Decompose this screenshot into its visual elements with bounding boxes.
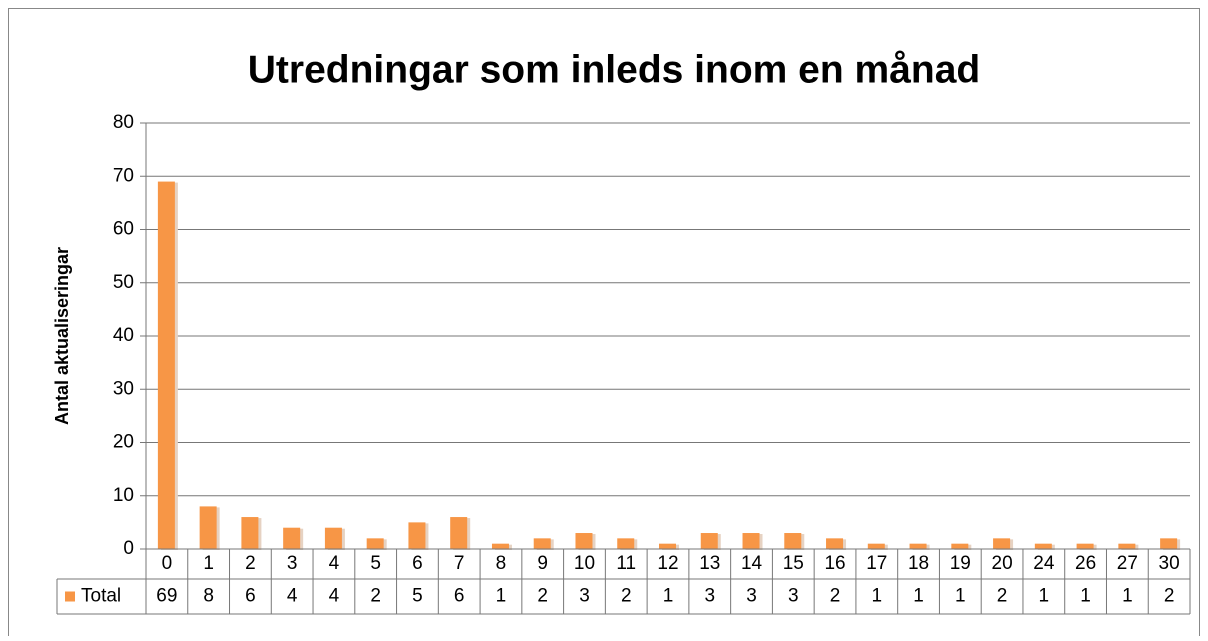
x-tick-label: 11 xyxy=(616,553,636,574)
x-tick-label: 17 xyxy=(866,553,887,574)
data-table-value: 6 xyxy=(245,586,256,607)
x-tick-label: 18 xyxy=(908,553,929,574)
x-tick-label: 12 xyxy=(657,553,678,574)
data-table-value: 8 xyxy=(203,586,214,607)
x-tick-label: 7 xyxy=(454,553,465,574)
data-table-value: 2 xyxy=(621,586,632,607)
y-tick-label: 30 xyxy=(113,378,134,399)
bar xyxy=(909,543,927,549)
y-tick-label: 10 xyxy=(113,485,134,506)
x-tick-label: 8 xyxy=(496,553,507,574)
x-tick-label: 30 xyxy=(1159,553,1180,574)
y-tick-label: 70 xyxy=(113,165,134,186)
y-axis-label: Antal aktualiseringar xyxy=(52,247,72,425)
bar xyxy=(491,543,509,549)
x-tick-label: 10 xyxy=(574,553,595,574)
bar xyxy=(533,538,551,549)
data-table-value: 2 xyxy=(830,586,841,607)
x-tick-label: 27 xyxy=(1117,553,1138,574)
y-tick-label: 80 xyxy=(113,112,134,133)
data-table-value: 1 xyxy=(663,586,674,607)
data-table-value: 2 xyxy=(1164,586,1175,607)
x-tick-label: 16 xyxy=(824,553,845,574)
bar xyxy=(700,533,718,549)
x-tick-label: 19 xyxy=(950,553,971,574)
bar xyxy=(157,181,175,549)
bar xyxy=(1118,543,1136,549)
y-tick-label: 40 xyxy=(113,325,134,346)
bar xyxy=(324,527,342,549)
bar xyxy=(366,538,384,549)
bar xyxy=(659,543,676,549)
data-table-value: 2 xyxy=(997,586,1008,607)
x-tick-label: 15 xyxy=(783,553,804,574)
data-table-value: 6 xyxy=(454,586,465,607)
bar xyxy=(951,543,969,549)
y-tick-label: 0 xyxy=(123,538,134,559)
data-table-value: 2 xyxy=(370,586,381,607)
chart-border xyxy=(8,8,1200,641)
x-tick-label: 24 xyxy=(1033,553,1055,574)
bar xyxy=(993,538,1011,549)
data-table-value: 4 xyxy=(287,586,298,607)
data-table-value: 2 xyxy=(537,586,548,607)
bar xyxy=(784,533,802,549)
bar xyxy=(575,533,593,549)
bar xyxy=(826,538,844,549)
x-tick-label: 4 xyxy=(329,553,340,574)
data-table-value: 1 xyxy=(1122,586,1133,607)
data-table-value: 3 xyxy=(579,586,590,607)
x-tick-label: 20 xyxy=(992,553,1013,574)
x-tick-label: 0 xyxy=(162,553,173,574)
data-table-value: 1 xyxy=(955,586,966,607)
bar xyxy=(199,506,217,549)
x-tick-label: 6 xyxy=(412,553,423,574)
data-table-value: 4 xyxy=(329,586,340,607)
y-tick-label: 50 xyxy=(113,272,134,293)
data-table-value: 3 xyxy=(788,586,799,607)
x-tick-label: 13 xyxy=(699,553,720,574)
bar xyxy=(867,543,885,549)
y-tick-label: 60 xyxy=(113,219,134,240)
bar xyxy=(408,522,426,549)
bar xyxy=(617,538,635,549)
chart-title: Utredningar som inleds inom en månad xyxy=(248,48,980,91)
bar xyxy=(1034,543,1052,549)
bar xyxy=(1160,538,1178,549)
bar xyxy=(241,517,259,549)
data-table-value: 1 xyxy=(1080,586,1091,607)
data-table-value: 1 xyxy=(913,586,924,607)
legend-label: Total xyxy=(81,586,121,607)
bar xyxy=(1076,543,1094,549)
bar xyxy=(283,527,301,549)
data-table-value: 3 xyxy=(704,586,715,607)
x-tick-label: 1 xyxy=(203,553,214,574)
y-tick-label: 20 xyxy=(113,432,134,453)
data-table-value: 5 xyxy=(412,586,423,607)
x-tick-label: 2 xyxy=(245,553,256,574)
x-tick-label: 3 xyxy=(287,553,298,574)
x-tick-label: 14 xyxy=(741,553,763,574)
x-tick-label: 9 xyxy=(537,553,548,574)
data-table-value: 1 xyxy=(496,586,507,607)
data-table-value: 1 xyxy=(872,586,883,607)
data-table-value: 69 xyxy=(156,586,177,607)
legend-swatch xyxy=(65,591,75,602)
x-tick-label: 5 xyxy=(370,553,381,574)
x-tick-label: 26 xyxy=(1075,553,1096,574)
data-table-value: 1 xyxy=(1039,586,1050,607)
bar xyxy=(450,517,468,549)
bar xyxy=(742,533,760,549)
data-table-value: 3 xyxy=(746,586,757,607)
